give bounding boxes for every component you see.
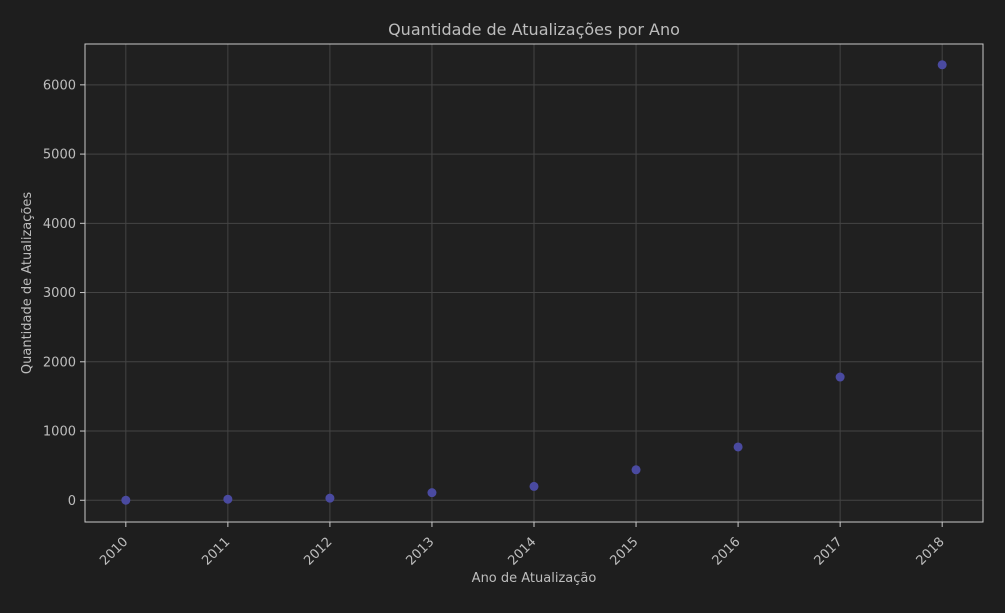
y-tick-label: 4000 <box>43 217 76 232</box>
y-axis-ticks: 0 1000 2000 3000 4000 5000 6000 <box>43 78 85 509</box>
y-tick-label: 6000 <box>43 78 76 93</box>
chart-title: Quantidade de Atualizações por Ano <box>388 20 680 39</box>
data-point <box>121 495 131 505</box>
data-points <box>121 60 947 505</box>
x-axis-label: Ano de Atualização <box>472 571 597 586</box>
data-point <box>223 494 233 504</box>
y-axis-label: Quantidade de Atualizações <box>20 192 35 374</box>
data-point <box>529 481 539 491</box>
data-point <box>835 372 845 382</box>
y-tick-label: 5000 <box>43 148 76 163</box>
y-tick-label: 1000 <box>43 425 76 440</box>
data-point <box>325 493 335 503</box>
data-point <box>733 442 743 452</box>
y-tick-label: 0 <box>68 494 76 509</box>
data-point <box>937 60 947 70</box>
data-point <box>427 488 437 498</box>
y-tick-label: 2000 <box>43 355 76 370</box>
y-tick-label: 3000 <box>43 286 76 301</box>
grid-lines <box>85 44 983 522</box>
data-point <box>631 465 641 475</box>
